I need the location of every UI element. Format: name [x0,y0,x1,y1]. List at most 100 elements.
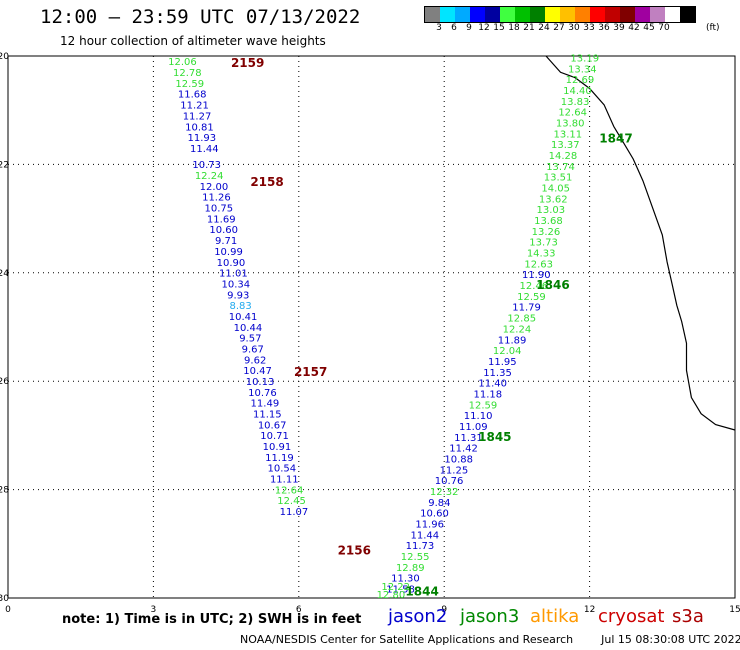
wave-height-value: 9.84 [428,498,450,509]
wave-height-value: 11.09 [459,422,488,433]
wave-height-value: 11.19 [265,453,294,464]
wave-height-value: 12.59 [469,400,498,411]
colorbar-tick-label: 30 [568,23,580,33]
page-subtitle: 12 hour collection of altimeter wave hei… [60,34,326,48]
x-tick-label: 15 [729,605,740,615]
wave-height-value: 10.81 [185,122,214,133]
wave-height-value: 10.88 [444,455,473,466]
colorbar-tick-label: 36 [598,23,610,33]
wave-height-value: 13.80 [556,118,585,129]
satellite-altika: altika [530,606,580,627]
wave-height-value: 10.41 [229,312,258,323]
colorbar-tick-label: 3 [436,23,442,33]
wave-height-value: 12.59 [175,79,204,90]
wave-height-value: 13.74 [546,162,575,173]
wave-height-value: 11.95 [488,357,517,368]
wave-height-value: 11.18 [473,389,502,400]
y-tick-label: -24 [0,269,9,279]
wave-height-value: 9.71 [215,236,237,247]
colorbar-swatch [650,7,665,22]
wave-height-value: 10.73 [192,160,221,171]
wave-height-value: 12.64 [275,485,304,496]
colorbar-swatch [545,7,560,22]
wave-height-value: 12.46 [520,281,549,292]
wave-height-value: 10.47 [243,366,272,377]
wave-height-value: 12.63 [524,259,553,270]
wave-height-value: 11.90 [522,270,551,281]
wave-height-value: 10.90 [217,258,246,269]
wave-height-value: 13.83 [561,97,590,108]
colorbar-swatch [515,7,530,22]
wave-height-value: 12.32 [430,487,459,498]
wave-height-value: 11.49 [251,399,280,410]
y-tick-label: -20 [0,52,9,62]
wave-height-value: 11.89 [498,335,527,346]
wave-height-value: 11.44 [410,530,439,541]
wave-height-value: 8.83 [230,301,252,312]
wave-height-value: 13.37 [551,140,580,151]
y-tick-label: -26 [0,377,9,387]
wave-height-value: 10.67 [258,420,287,431]
wave-height-value: 13.19 [570,53,599,64]
wave-height-value: 14.40 [563,86,592,97]
colorbar-tick-label: 45 [643,23,655,33]
wave-height-value: 11.11 [270,475,299,486]
wave-height-value: 11.07 [280,507,309,518]
colorbar-tick-label: 39 [613,23,625,33]
wave-height-value: 12.04 [493,346,522,357]
colorbar-swatch [530,7,545,22]
colorbar-swatch [470,7,485,22]
wave-height-value: 11.21 [180,101,209,112]
wave-height-value: 11.68 [178,90,207,101]
timestamp: Jul 15 08:30:08 UTC 2022 [601,633,740,646]
y-tick-label: -28 [0,486,9,496]
colorbar-swatch [485,7,500,22]
wave-height-value: 11.01 [219,269,248,280]
colorbar-swatch [455,7,470,22]
pass-label: 1846 [536,278,569,292]
pass-label: 2158 [250,175,283,189]
wave-height-value: 13.73 [529,238,558,249]
wave-height-value: 12.64 [558,108,587,119]
wave-height-value: 12.24 [503,324,532,335]
colorbar-tick-label: 27 [553,23,565,33]
wave-height-value: 12.55 [401,552,430,563]
wave-height-value: 11.31 [454,433,483,444]
wave-height-value: 13.03 [537,205,566,216]
wave-height-value: 10.44 [234,323,263,334]
colorbar-swatch [440,7,455,22]
pass-label: 1847 [599,132,632,146]
wave-height-value: 12.89 [396,563,425,574]
colorbar-swatch [635,7,650,22]
footer-note: note: 1) Time is in UTC; 2) SWH is in fe… [62,612,362,627]
wave-height-value: 11.35 [483,368,512,379]
colorbar-tick-label: 42 [628,23,640,33]
wave-height-value: 10.60 [420,509,449,520]
wave-height-value: 11.30 [391,574,420,585]
wave-height-value: 14.05 [541,184,570,195]
wave-height-value: 11.25 [440,465,469,476]
colorbar-swatch [500,7,515,22]
colorbar-ticks: 3 6 9 12 15 18 21 24 27 30 33 36 39 42 45 70 [424,23,740,35]
colorbar-tick-label: 18 [508,23,520,33]
colorbar-tick-label: 9 [466,23,472,33]
colorbar-swatch [425,7,440,22]
wave-height-value: 9.67 [242,344,264,355]
colorbar-swatch [620,7,635,22]
coastline [545,55,736,431]
wave-height-value: 14.28 [549,151,578,162]
page-title: 12:00 – 23:59 UTC 07/13/2022 [40,6,361,28]
wave-height-value: 10.76 [435,476,464,487]
wave-height-value: 11.10 [464,411,493,422]
wave-height-value: 10.60 [209,225,238,236]
wave-height-value: 11.42 [449,444,478,455]
wave-height-value: 10.99 [214,247,243,258]
colorbar-swatch [605,7,620,22]
wave-height-value: 13.34 [568,64,597,75]
wave-height-value: 14.33 [527,249,556,260]
wave-height-value: 11.26 [202,193,231,204]
colorbar-tick-label: 6 [451,23,457,33]
y-tick-label: -30 [0,594,9,604]
wave-height-value: 12.06 [168,57,197,68]
wave-height-value: 12.00 [200,182,229,193]
